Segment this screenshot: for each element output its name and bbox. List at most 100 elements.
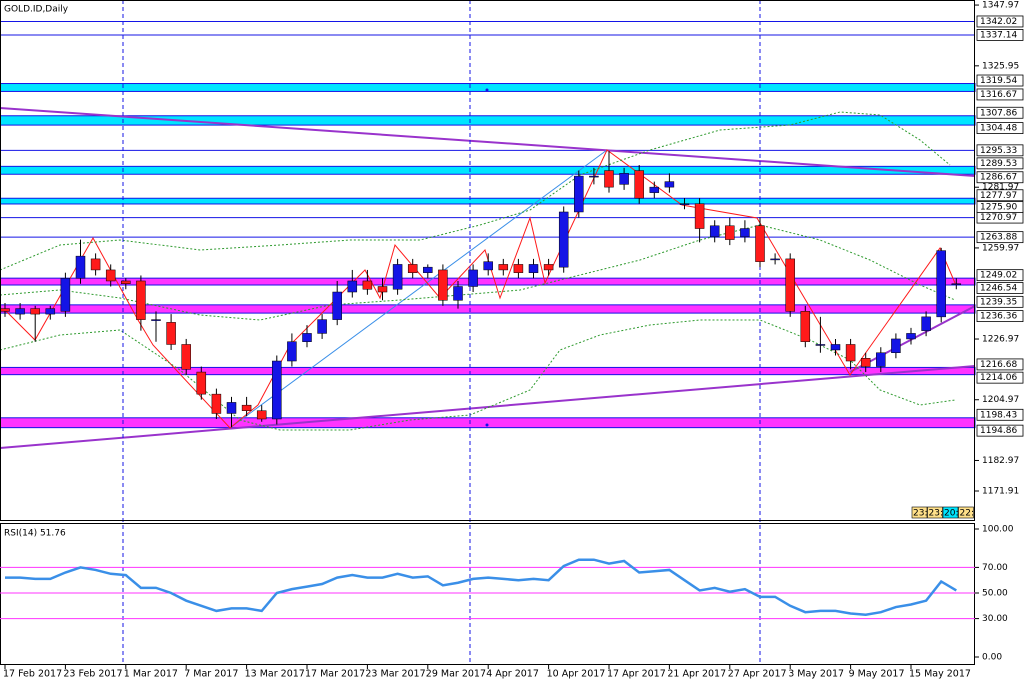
candle-body — [725, 225, 735, 240]
level-label-box — [976, 171, 1024, 184]
timer-label: 20: — [944, 509, 958, 519]
timer-box — [911, 506, 928, 519]
zone — [0, 366, 976, 376]
bollinger-middle — [0, 224, 956, 321]
level-label: 1295.33 — [980, 146, 1017, 156]
rsi-tick-label: 70.00 — [982, 563, 1008, 573]
level-label-box — [976, 282, 1024, 294]
level-label-box — [976, 15, 1024, 28]
candle-body — [860, 358, 871, 367]
level-label-box — [976, 424, 1024, 437]
candle-body — [483, 261, 493, 271]
candle-body — [498, 264, 509, 271]
candle-body — [181, 344, 191, 370]
x-tick-label: 21 Apr 2017 — [667, 669, 726, 680]
y-tick-label: 1226.97 — [982, 335, 1019, 345]
y-tick-label: 1182.97 — [982, 456, 1019, 466]
candle-body — [196, 371, 207, 395]
candle-body — [589, 175, 599, 178]
x-tick-label: 27 Apr 2017 — [728, 669, 787, 680]
candle-body — [302, 333, 312, 342]
level-label: 1286.67 — [980, 173, 1017, 183]
x-tick-label: 23 Mar 2017 — [365, 669, 425, 680]
indicators — [0, 0, 976, 665]
level-label-box — [976, 231, 1024, 244]
candle-body — [211, 393, 222, 414]
candle-body — [528, 264, 539, 273]
candle-body — [15, 308, 25, 315]
candle-body — [121, 280, 131, 284]
trendline — [0, 107, 976, 177]
timer-label: 23: — [929, 509, 943, 519]
rsi-tick-label: 100.00 — [982, 524, 1014, 534]
level-label-box — [976, 29, 1024, 41]
x-tick-label: 3 May 2017 — [788, 669, 844, 680]
rsi-tick-label: 0.00 — [982, 652, 1002, 662]
candle-body — [347, 280, 358, 293]
candle-body — [45, 308, 56, 315]
level-label: 1246.54 — [980, 284, 1017, 294]
candle-body — [513, 264, 524, 273]
y-tick-label: 1281.97 — [982, 183, 1019, 193]
candle-body — [800, 311, 811, 342]
candle-body — [75, 255, 86, 279]
level-label-box — [976, 201, 1024, 213]
level-label-box — [976, 106, 1024, 119]
candle-body — [785, 258, 795, 312]
candle-body — [392, 264, 403, 290]
candle-body — [377, 286, 388, 293]
candle-body — [241, 404, 252, 411]
level-label: 1342.02 — [980, 17, 1017, 27]
candle-body — [709, 225, 720, 238]
x-tick-label: 13 Mar 2017 — [245, 669, 305, 680]
candle-body — [90, 258, 101, 271]
level-label: 1275.90 — [980, 202, 1017, 212]
timer-box — [927, 506, 943, 519]
timer-label: 22: — [960, 509, 974, 519]
candle-body — [332, 291, 342, 320]
candle-body — [317, 319, 327, 334]
y-tick-label: 1347.97 — [982, 1, 1019, 11]
zone — [0, 165, 976, 175]
candle-body — [906, 333, 916, 340]
candle-body — [694, 203, 705, 229]
candles — [0, 151, 962, 428]
candle-body — [543, 264, 554, 271]
candle-body — [287, 341, 297, 362]
candle-body — [604, 170, 614, 188]
rsi-tick-label: 30.00 — [982, 614, 1008, 624]
zone — [0, 304, 976, 314]
x-tick-label: 1 Mar 2017 — [124, 669, 178, 680]
rsi-title: RSI(14) 51.76 — [4, 529, 66, 539]
candle-body — [740, 228, 750, 238]
x-tick-label: 17 Apr 2017 — [607, 669, 666, 680]
level-label: 1239.35 — [980, 297, 1017, 307]
timer-box — [942, 506, 959, 519]
level-label: 1270.97 — [980, 213, 1017, 223]
candle-body — [0, 308, 10, 312]
rsi-tick-label: 50.00 — [982, 588, 1008, 598]
candle-body — [362, 280, 373, 290]
x-tick-label: 10 Apr 2017 — [547, 669, 606, 680]
level-label: 1289.53 — [980, 159, 1017, 169]
candle-body — [558, 211, 569, 268]
main-frame — [0, 0, 975, 521]
candle-body — [679, 203, 690, 205]
y-tick-label: 1259.97 — [982, 243, 1019, 253]
candle-body — [30, 308, 40, 315]
candle-body — [891, 338, 901, 353]
rsi-line — [5, 558, 957, 617]
x-tick-label: 29 Mar 2017 — [426, 669, 486, 680]
candle-body — [574, 175, 584, 213]
chart-title: GOLD.ID,Daily — [4, 5, 69, 15]
marker-dot — [485, 88, 489, 92]
candle-body — [936, 250, 946, 318]
level-label-box — [976, 74, 1024, 87]
zigzag — [4, 149, 956, 429]
y-tick-label: 1325.95 — [982, 61, 1019, 71]
x-tick-label: 7 Mar 2017 — [184, 669, 238, 680]
level-label: 1194.86 — [980, 426, 1017, 436]
level-label: 1319.54 — [980, 76, 1017, 86]
level-label: 1214.06 — [980, 373, 1017, 383]
level-label: 1263.88 — [980, 233, 1017, 243]
